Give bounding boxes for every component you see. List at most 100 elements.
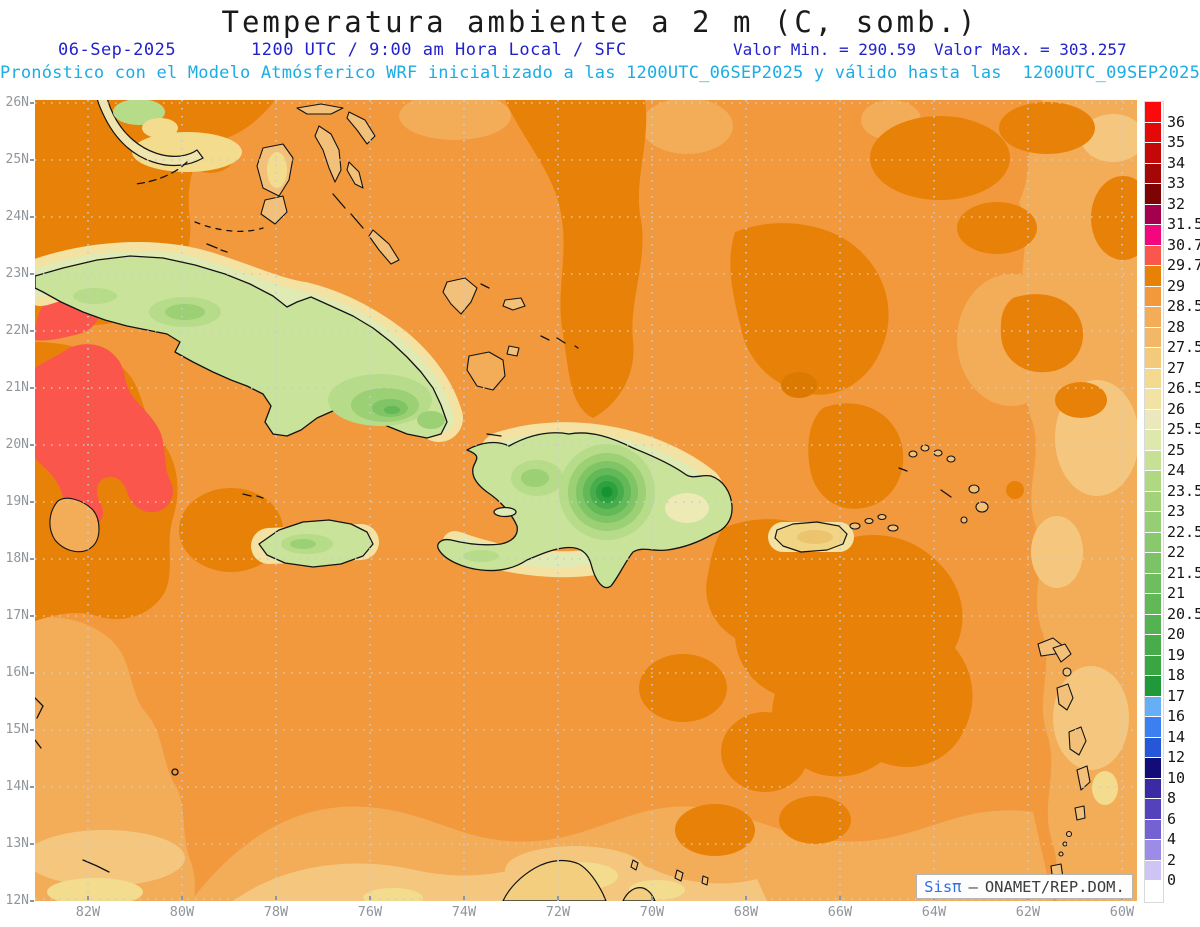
- colorbar-tick-label: 21.5: [1167, 563, 1200, 582]
- cay-sal-dashes-icon: [194, 221, 264, 232]
- colorbar-cell: [1145, 532, 1161, 552]
- lon-label: 70W: [639, 904, 665, 920]
- colorbar-cell: [1145, 860, 1161, 880]
- colorbar-cell: [1145, 163, 1161, 183]
- lat-label: 24N: [5, 209, 29, 224]
- lon-label: 78W: [263, 904, 289, 920]
- colorbar-cell: [1145, 266, 1161, 286]
- colorbar-tick-label: 22: [1167, 543, 1186, 561]
- colorbar-cell: [1145, 409, 1161, 429]
- colorbar-tick-label: 6: [1167, 809, 1177, 828]
- forecast-date: 06-Sep-2025: [58, 40, 177, 60]
- lat-tick-icon: [30, 615, 34, 617]
- florida-yellow-spot: [142, 118, 178, 138]
- colorbar-cell: [1145, 512, 1161, 532]
- coast-fragment: [206, 243, 228, 253]
- lon-tick-icon: [745, 896, 747, 900]
- lon-tick-icon: [651, 896, 653, 900]
- lon-tick-icon: [463, 896, 465, 900]
- colorbar-tick-label: 27.5: [1167, 338, 1200, 356]
- cuba-green-core: [384, 406, 400, 414]
- puerto-rico-island: [774, 513, 899, 553]
- temp-blob: [1055, 382, 1107, 418]
- colorbar-cell: [1145, 573, 1161, 593]
- lat-label: 23N: [5, 266, 29, 281]
- lon-label: 64W: [921, 904, 947, 920]
- lon-tick-icon: [369, 896, 371, 900]
- colorbar-cell: [1145, 799, 1161, 819]
- island: [1065, 830, 1073, 838]
- temp-blob: [999, 102, 1095, 154]
- colorbar-tick-label: 20.5: [1167, 604, 1200, 623]
- colorbar-tick-label: 36: [1167, 112, 1186, 131]
- island: [701, 875, 709, 886]
- lat-tick-icon: [30, 444, 34, 446]
- tiburon-green-core: [463, 550, 499, 562]
- colorbar-tick-label: 25: [1167, 440, 1186, 459]
- colorbar-cell: [1145, 286, 1161, 306]
- page-title: Temperatura ambiente a 2 m (C, somb.): [221, 5, 979, 39]
- lat-label: 14N: [5, 779, 29, 794]
- island: [864, 517, 874, 525]
- island: [630, 859, 639, 871]
- colorbar-tick-label: 27: [1167, 358, 1186, 377]
- colorbar-tick-label: 34: [1167, 153, 1186, 172]
- island: [1058, 851, 1064, 857]
- temp-blob: [706, 519, 973, 777]
- coast-fragment: [82, 859, 110, 873]
- lat-tick-icon: [30, 900, 34, 902]
- island-yellow-core: [267, 152, 287, 188]
- lat-tick-icon: [30, 330, 34, 332]
- lat-tick-icon: [30, 786, 34, 788]
- island: [975, 501, 989, 513]
- lon-label: 76W: [357, 904, 383, 920]
- temp-blob: [675, 804, 755, 856]
- grid-lines: [35, 100, 1137, 901]
- ocean-light-layer: [35, 100, 1137, 901]
- colorbar-tick-label: 25.5: [1167, 420, 1200, 438]
- lon-label: 68W: [733, 904, 759, 920]
- temp-blob: [779, 796, 851, 844]
- florida-green-spot: [113, 100, 165, 125]
- island: [849, 522, 861, 530]
- temp-blob: [639, 654, 727, 722]
- temp-blob: [808, 403, 904, 509]
- colorbar-cell: [1145, 225, 1161, 245]
- colorbar-cell: [1145, 655, 1161, 675]
- temp-blob: [1081, 114, 1137, 162]
- forecast-time: 1200 UTC / 9:00 am Hora Local / SFC: [251, 40, 627, 60]
- central-america-fragment: [35, 697, 44, 749]
- colorbar-cell: [1145, 737, 1161, 757]
- colorbar-tick-label: 19: [1167, 645, 1186, 664]
- island: [1062, 667, 1072, 677]
- lat-label: 20N: [5, 437, 29, 452]
- watermark-badge: Sisπ – ONAMET/REP.DOM.: [916, 874, 1133, 899]
- max-value-label: Valor Max. = 303.257: [934, 40, 1127, 59]
- island: [314, 125, 342, 183]
- lat-label: 21N: [5, 380, 29, 395]
- island: [1062, 841, 1068, 847]
- lon-label: 72W: [545, 904, 571, 920]
- colorbar-cell: [1145, 840, 1161, 860]
- island: [674, 869, 684, 882]
- island: [920, 444, 930, 452]
- colorbar-tick-label: 4: [1167, 830, 1177, 848]
- lat-tick-icon: [30, 387, 34, 389]
- lat-label: 15N: [5, 722, 29, 737]
- temp-blob: [781, 372, 817, 398]
- watermark-org: ONAMET/REP.DOM.: [984, 877, 1125, 896]
- colorbar-tick-label: 29: [1167, 276, 1186, 295]
- lon-tick-icon: [181, 896, 183, 900]
- exuma-dashes-icon: [332, 193, 364, 229]
- island: [960, 516, 968, 524]
- temp-blob: [721, 712, 809, 792]
- colorbar-tick-label: 35: [1167, 133, 1186, 151]
- colorbar-tick-label: 8: [1167, 789, 1177, 807]
- colorbar-cell: [1145, 204, 1161, 224]
- lat-label: 17N: [5, 608, 29, 623]
- colorbar-cell: [1145, 102, 1161, 122]
- florida-peninsula: [96, 100, 264, 253]
- lon-tick-icon: [839, 896, 841, 900]
- temp-blob: [363, 888, 423, 901]
